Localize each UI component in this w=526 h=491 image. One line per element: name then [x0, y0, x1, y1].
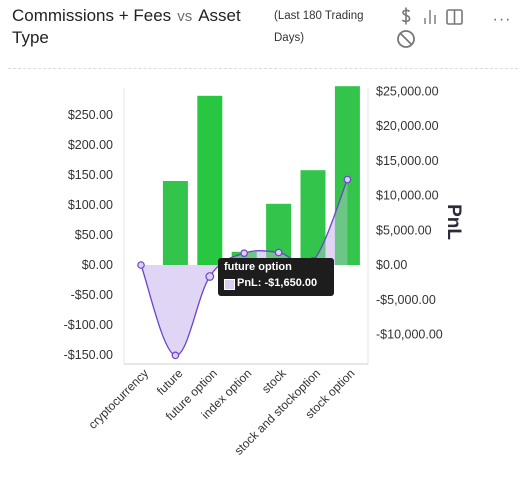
- title-part1: Commissions + Fees: [12, 6, 172, 25]
- pnl-point-stock: [274, 248, 283, 257]
- dollar-icon[interactable]: [396, 6, 416, 26]
- tooltip-swatch: [224, 279, 235, 290]
- left-axis-ticks: $250.00 $200.00 $150.00 $100.00 $50.00 $0.00 -…: [64, 108, 113, 362]
- pnl-area-overlay: [141, 179, 348, 356]
- pnl-point-future: [171, 351, 180, 360]
- left-tick-label: $150.00: [68, 168, 113, 182]
- right-tick-label: $25,000.00: [376, 84, 439, 98]
- right-tick-label: $10,000.00: [376, 189, 439, 203]
- bar-stock-and-stockoption: [300, 170, 326, 265]
- more-options-button[interactable]: ···: [492, 11, 512, 28]
- right-tick-label: $15,000.00: [376, 154, 439, 168]
- pnl-area-layer: [141, 179, 348, 356]
- block-icon[interactable]: [396, 29, 416, 49]
- bar-chart-icon[interactable]: [421, 7, 441, 27]
- left-tick-label: -$50.00: [71, 288, 113, 302]
- chart-toolbar: [396, 6, 468, 52]
- pnl-point-index-option: [240, 249, 249, 257]
- pnl-point-future-option: [205, 272, 215, 281]
- columns-icon[interactable]: [445, 7, 465, 27]
- x-tick-label: future: [154, 366, 186, 398]
- right-tick-label: $0.00: [376, 258, 407, 272]
- chart-title: Commissions + Fees vs Asset Type: [12, 5, 267, 48]
- title-vs: vs: [177, 8, 193, 25]
- bar-stock-option: [334, 86, 360, 265]
- tooltip-value: PnL: -$1,650.00: [237, 277, 318, 289]
- tooltip-category: future option: [224, 261, 292, 273]
- right-axis-ticks: $25,000.00 $20,000.00 $15,000.00 $10,000.00…: [376, 84, 443, 341]
- left-tick-label: $200.00: [68, 138, 113, 152]
- bar-future: [162, 181, 188, 265]
- tooltip-series-value: -$1,650.00: [264, 277, 318, 289]
- x-tick-label: stock: [259, 366, 289, 396]
- header-divider: [8, 68, 518, 69]
- bar-layer: [162, 86, 360, 265]
- pnl-point-cryptocurrency: [137, 261, 145, 269]
- left-tick-label: -$150.00: [64, 348, 113, 362]
- left-tick-label: $100.00: [68, 198, 113, 212]
- right-axis-label: PnL: [443, 204, 464, 240]
- left-tick-label: -$100.00: [64, 318, 113, 332]
- tooltip-series-name: PnL: [237, 277, 258, 289]
- left-tick-label: $50.00: [75, 228, 113, 242]
- chart-subtitle: (Last 180 Trading Days): [274, 10, 364, 44]
- right-tick-label: -$5,000.00: [376, 293, 436, 307]
- left-tick-label: $250.00: [68, 108, 113, 122]
- title-part2: Asset Type: [12, 6, 241, 47]
- pnl-area: [141, 179, 348, 356]
- pnl-point-stock-option: [343, 175, 352, 184]
- right-tick-label: $5,000.00: [376, 223, 432, 237]
- x-tick-label: cryptocurrency: [86, 366, 152, 432]
- bar-future-option: [197, 95, 223, 265]
- right-tick-label: $20,000.00: [376, 119, 439, 133]
- right-tick-label: -$10,000.00: [376, 328, 443, 342]
- left-tick-label: $0.00: [82, 258, 113, 272]
- tooltip: future option PnL: -$1,650.00: [218, 258, 334, 296]
